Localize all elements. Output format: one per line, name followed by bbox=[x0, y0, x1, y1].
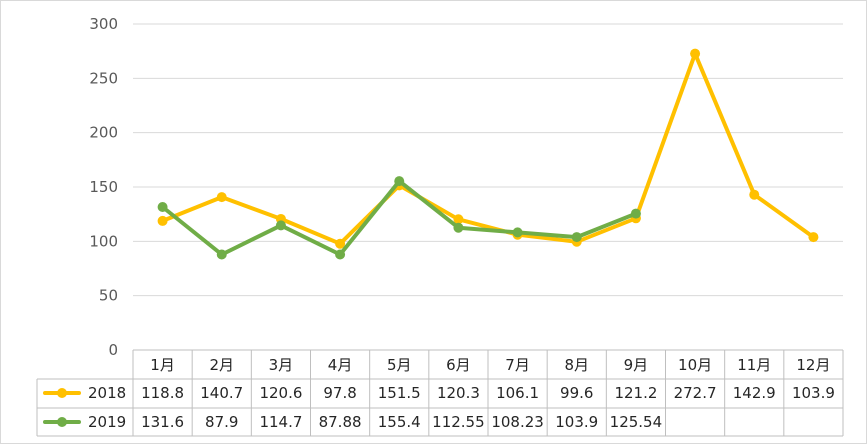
table-cell-value: 108.23 bbox=[491, 413, 544, 431]
table-cell-value: 155.4 bbox=[378, 413, 421, 431]
table-cell-value: 121.2 bbox=[614, 384, 657, 402]
y-axis-ticks: 0 50 100 150 200 250 300 bbox=[89, 15, 118, 359]
x-tick-label: 2月 bbox=[209, 356, 234, 374]
gridlines bbox=[133, 23, 843, 297]
data-point-2019 bbox=[630, 208, 641, 219]
x-tick-label: 12月 bbox=[796, 356, 830, 374]
table-cell-value: 142.9 bbox=[733, 384, 776, 402]
table-cell-value: 118.8 bbox=[141, 384, 184, 402]
table-cell-value: 114.7 bbox=[259, 413, 302, 431]
x-tick-label: 9月 bbox=[624, 356, 649, 374]
x-tick-label: 10月 bbox=[678, 356, 712, 374]
data-point-2018 bbox=[216, 192, 227, 203]
x-tick-label: 5月 bbox=[387, 356, 412, 374]
table-cell-value: 112.55 bbox=[432, 413, 485, 431]
legend-label: 2019 bbox=[88, 413, 126, 431]
table-cell-value: 140.7 bbox=[200, 384, 243, 402]
y-tick-label: 150 bbox=[89, 178, 118, 196]
x-tick-label: 8月 bbox=[564, 356, 589, 374]
data-point-2019 bbox=[571, 232, 582, 243]
x-tick-label: 7月 bbox=[505, 356, 530, 374]
data-point-2019 bbox=[216, 249, 227, 260]
data-point-2019 bbox=[394, 176, 405, 187]
table-cell-value: 87.9 bbox=[205, 413, 238, 431]
legend-key-marker bbox=[57, 388, 67, 398]
table-cell-value: 99.6 bbox=[560, 384, 593, 402]
table-cell-value: 131.6 bbox=[141, 413, 184, 431]
table-cell-value: 103.9 bbox=[555, 413, 598, 431]
legend-key-marker bbox=[57, 417, 67, 427]
series-line-2019 bbox=[160, 179, 638, 257]
series-line-2018 bbox=[160, 51, 816, 246]
data-point-2018 bbox=[335, 238, 346, 249]
table-cell-value: 106.1 bbox=[496, 384, 539, 402]
table-cell-value: 87.88 bbox=[319, 413, 362, 431]
data-point-2019 bbox=[512, 227, 523, 238]
table-cell-value: 120.3 bbox=[437, 384, 480, 402]
data-point-2019 bbox=[157, 201, 168, 212]
y-tick-label: 100 bbox=[89, 232, 118, 250]
data-point-2019 bbox=[453, 222, 464, 233]
table-cell-value: 125.54 bbox=[610, 413, 663, 431]
data-table: 1月 2月 3月 4月 5月 6月 7月 8月 9月 10月 11月 12月 2018 118.8 140.… bbox=[36, 349, 844, 437]
legend-label: 2018 bbox=[88, 384, 126, 402]
x-tick-label: 1月 bbox=[150, 356, 175, 374]
table-cell-value: 120.6 bbox=[259, 384, 302, 402]
x-tick-label: 6月 bbox=[446, 356, 471, 374]
data-point-2018 bbox=[808, 232, 819, 243]
data-point-2019 bbox=[275, 220, 286, 231]
x-tick-label: 4月 bbox=[328, 356, 353, 374]
data-point-2018 bbox=[453, 214, 464, 225]
y-tick-label: 50 bbox=[99, 287, 118, 305]
table-cell-value: 151.5 bbox=[378, 384, 421, 402]
x-tick-label: 11月 bbox=[737, 356, 771, 374]
y-tick-label: 0 bbox=[108, 341, 118, 359]
table-cell-value: 103.9 bbox=[792, 384, 835, 402]
table-cell-value: 272.7 bbox=[674, 384, 717, 402]
x-tick-label: 3月 bbox=[269, 356, 294, 374]
table-cell-value: 97.8 bbox=[323, 384, 356, 402]
data-point-2018 bbox=[749, 189, 760, 200]
data-point-2018 bbox=[157, 215, 168, 226]
y-tick-label: 300 bbox=[89, 15, 118, 33]
y-tick-label: 200 bbox=[89, 124, 118, 142]
data-point-2019 bbox=[335, 249, 346, 260]
y-tick-label: 250 bbox=[89, 69, 118, 87]
data-point-2018 bbox=[690, 48, 701, 59]
series-lines bbox=[157, 48, 819, 260]
